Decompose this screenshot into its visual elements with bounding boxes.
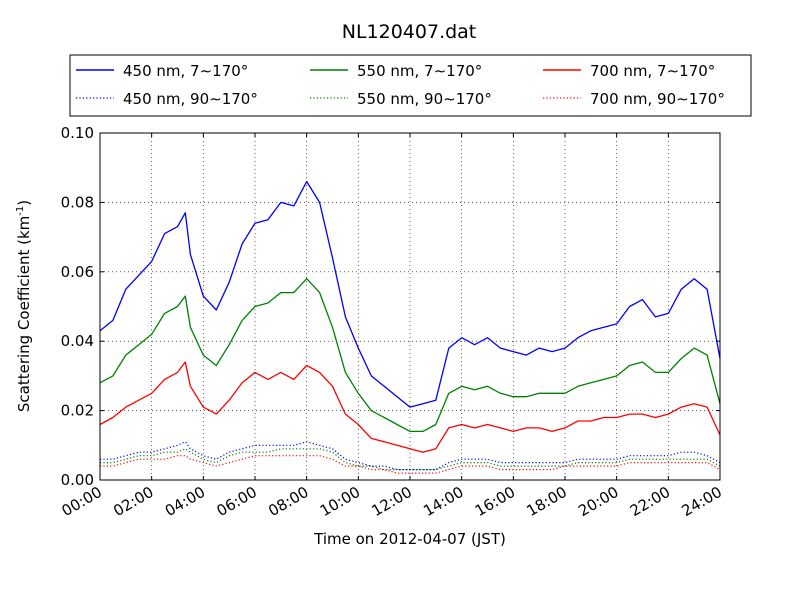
y-axis-label: Scattering Coefficient (km-1) — [15, 200, 33, 412]
x-tick-label: 04:00 — [162, 483, 208, 520]
x-tick-label: 14:00 — [420, 483, 466, 520]
x-tick-label: 20:00 — [575, 483, 621, 520]
x-tick-label: 16:00 — [472, 483, 518, 520]
series-line-2 — [100, 441, 721, 471]
series-line-4 — [100, 448, 721, 471]
x-axis-ticks: 00:00 02:00 04:00 06:00 08:00 10:00 12:00 14:00… — [59, 133, 725, 520]
grid-lines — [100, 133, 720, 480]
y-tick-label: 0.02 — [61, 402, 94, 420]
y-axis-label-end: ) — [15, 200, 33, 206]
y-tick-label: 0.06 — [61, 263, 94, 281]
x-axis-label: Time on 2012-04-07 (JST) — [313, 530, 506, 548]
y-tick-label: 0.10 — [61, 124, 94, 142]
series-line-6 — [100, 455, 721, 474]
x-tick-label: 02:00 — [110, 483, 156, 520]
x-tick-label: 06:00 — [214, 483, 260, 520]
legend-label: 700 nm, 7∼170° — [590, 62, 715, 80]
legend: 450 nm, 7∼170° 550 nm, 7∼170° 700 nm, 7∼17… — [69, 54, 752, 117]
legend-label: 550 nm, 7∼170° — [357, 62, 482, 80]
y-axis-label-main: Scattering Coefficient (km — [15, 216, 33, 412]
y-tick-label: 0.08 — [61, 193, 94, 211]
series-line-5 — [99, 361, 721, 453]
legend-label: 550 nm, 90∼170° — [357, 90, 492, 108]
x-tick-label: 12:00 — [369, 483, 415, 520]
y-tick-label: 0.00 — [61, 471, 94, 489]
x-tick-label: 18:00 — [524, 483, 570, 520]
y-axis-label-sup: -1 — [15, 206, 26, 216]
y-axis-ticks: 0.00 0.02 0.04 0.06 0.08 0.10 — [61, 124, 720, 489]
legend-label: 700 nm, 90∼170° — [590, 90, 725, 108]
series-line-1 — [99, 180, 721, 408]
chart-title: NL120407.dat — [342, 21, 477, 43]
x-tick-label: 08:00 — [265, 483, 311, 520]
x-tick-label: 22:00 — [627, 483, 673, 520]
legend-box — [69, 54, 752, 117]
series-line-3 — [99, 278, 721, 433]
legend-label: 450 nm, 90∼170° — [123, 90, 258, 108]
series-layer — [99, 180, 721, 474]
x-tick-label: 10:00 — [317, 483, 363, 520]
y-tick-label: 0.04 — [61, 332, 94, 350]
legend-label: 450 nm, 7∼170° — [123, 62, 248, 80]
x-tick-label: 24:00 — [679, 483, 725, 520]
